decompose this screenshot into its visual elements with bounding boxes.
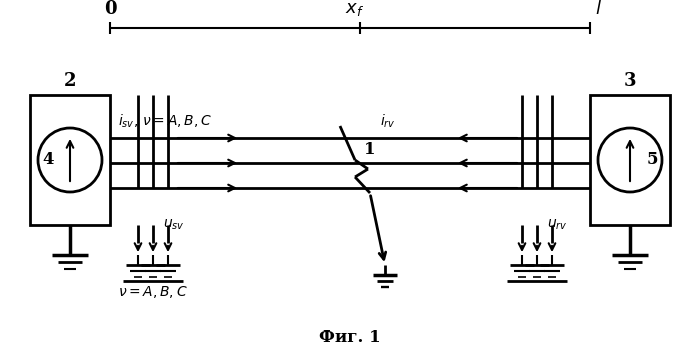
Bar: [590, 95, 670, 225]
Text: $i_{sv},\, \nu = A, B, C$: $i_{sv},\, \nu = A, B, C$: [118, 113, 212, 130]
Bar: [30, 95, 110, 225]
Text: 0: 0: [104, 0, 116, 18]
Text: $x_f$: $x_f$: [345, 0, 365, 18]
Text: 1: 1: [364, 141, 376, 158]
Text: $u_{sv}$: $u_{sv}$: [163, 218, 185, 232]
Circle shape: [598, 128, 662, 192]
Text: 5: 5: [646, 152, 658, 169]
Text: 2: 2: [64, 72, 76, 90]
Text: 4: 4: [42, 152, 54, 169]
Text: $\nu = A, B, C$: $\nu = A, B, C$: [118, 284, 188, 300]
Text: $i_{rv}$: $i_{rv}$: [380, 113, 395, 130]
Text: Фиг. 1: Фиг. 1: [319, 329, 381, 346]
Text: $u_{rv}$: $u_{rv}$: [547, 218, 568, 232]
Text: $l$: $l$: [594, 0, 601, 18]
Text: 3: 3: [624, 72, 636, 90]
Circle shape: [38, 128, 102, 192]
